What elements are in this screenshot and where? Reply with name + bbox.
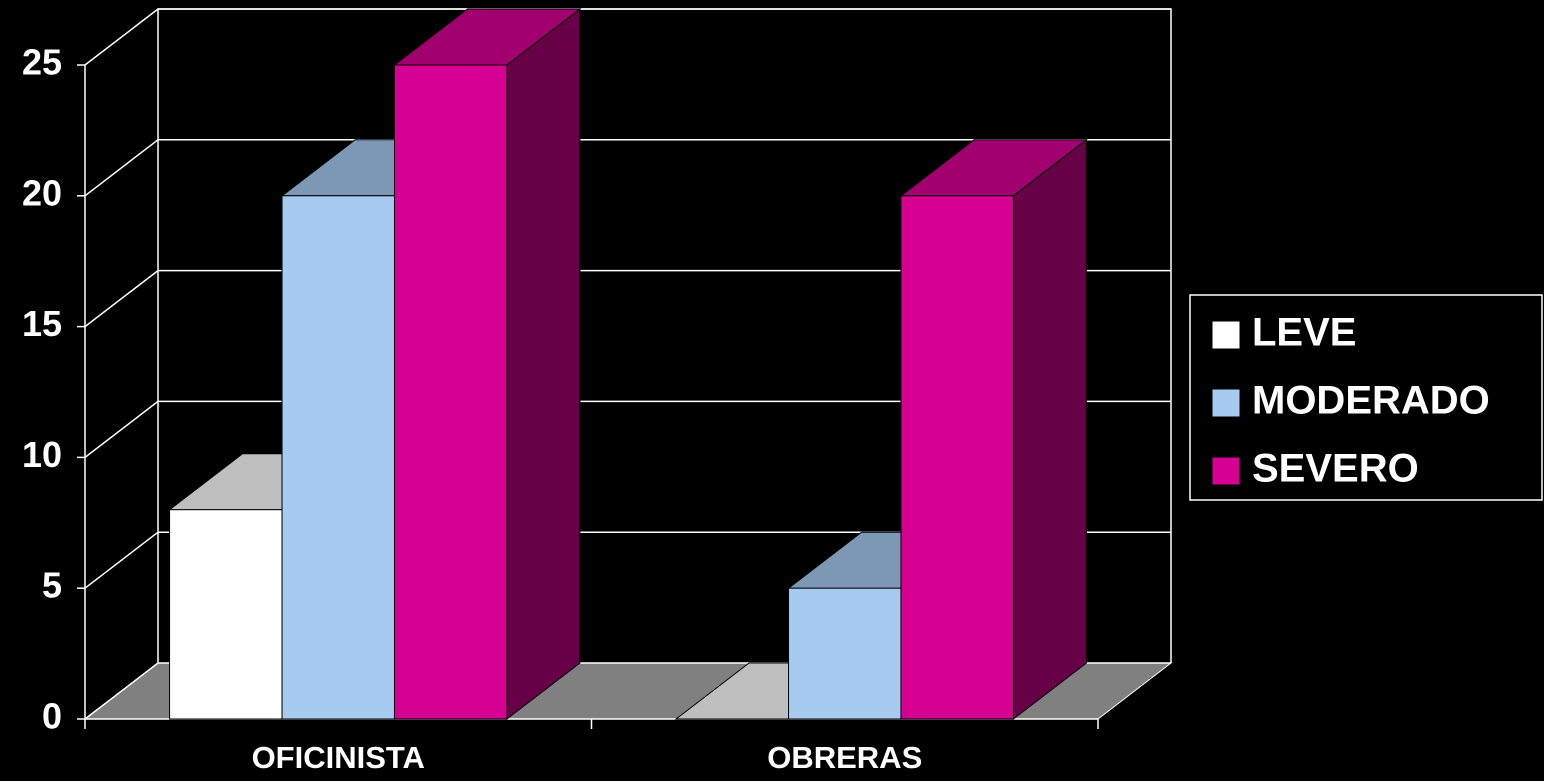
grid-line [84, 400, 159, 458]
x-tick-label: OBRERAS [767, 740, 922, 775]
y-tick-label: 15 [22, 303, 62, 344]
x-tick-label: OFICINISTA [252, 740, 425, 775]
bar [788, 587, 902, 720]
bar [900, 195, 1014, 720]
legend-label: MODERADO [1252, 379, 1490, 423]
legend-swatch [1211, 388, 1241, 418]
grid-line [84, 270, 159, 328]
bar-side [506, 7, 581, 721]
grid-line [84, 662, 159, 720]
bar [281, 195, 395, 720]
legend-label: LEVE [1252, 311, 1356, 355]
legend-swatch [1211, 320, 1241, 350]
y-tick-label: 0 [42, 696, 62, 737]
grid-line [84, 531, 159, 589]
grid-line [84, 139, 159, 197]
y-tick-label: 5 [42, 565, 62, 606]
bar [169, 509, 283, 720]
y-tick-label: 20 [22, 172, 62, 213]
y-tick-label: 10 [22, 434, 62, 475]
legend-box [1189, 294, 1543, 501]
legend-label: SEVERO [1252, 447, 1419, 491]
grid-line [84, 8, 159, 66]
legend-swatch [1211, 456, 1241, 486]
bar-side [1012, 138, 1087, 721]
y-tick-label: 25 [22, 42, 62, 83]
bar [393, 64, 508, 720]
